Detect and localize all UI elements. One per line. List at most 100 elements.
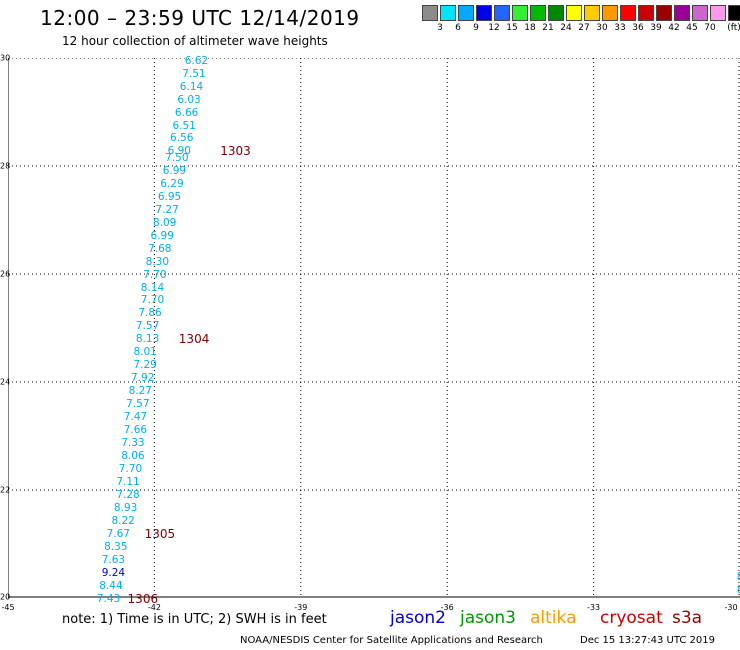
- color-swatch: [512, 5, 528, 21]
- wave-height-value: 7.70: [143, 268, 167, 281]
- color-swatch: [638, 5, 654, 21]
- color-scale-label: 27: [578, 23, 590, 33]
- wave-height-value: 8.30: [145, 255, 170, 268]
- latitude-tick-label: 28: [0, 161, 11, 171]
- longitude-tick-label: -42: [147, 603, 161, 612]
- legend-jason2: jason2: [390, 608, 446, 628]
- color-scale-label: 24: [560, 23, 572, 33]
- color-scale-label: (ft): [727, 23, 740, 33]
- wave-height-value: 7.33: [121, 436, 145, 449]
- wave-height-value: 6.90: [167, 145, 191, 158]
- color-scale-label: 18: [524, 23, 536, 33]
- latitude-tick-label: 26: [0, 269, 11, 279]
- wave-height-value: 8.09: [152, 216, 177, 229]
- legend-s3a: s3a: [672, 608, 703, 628]
- color-swatch: [494, 5, 510, 21]
- latitude-tick-label: 24: [0, 377, 11, 387]
- chart-title: 12:00 – 23:59 UTC 12/14/2019: [40, 6, 360, 30]
- wave-height-value: 7.92: [131, 371, 155, 384]
- color-scale-label: 70: [704, 23, 716, 33]
- wave-height-value: 7.66: [123, 423, 148, 436]
- map-grid: [8, 58, 740, 598]
- wave-height-value: 7.29: [133, 359, 157, 371]
- wave-height-value: 7.70: [118, 462, 143, 475]
- color-swatch: [458, 5, 474, 21]
- color-swatch: [422, 5, 438, 21]
- longitude-tick-label: -33: [587, 603, 601, 612]
- color-scale-label: 12: [488, 23, 500, 33]
- wave-height-value: 7.47: [123, 410, 148, 423]
- wave-height-value: 6.29: [160, 177, 184, 190]
- color-scale-label: 3: [437, 23, 443, 33]
- wave-height-value: 9.24: [101, 566, 126, 579]
- legend-cryosat: cryosat: [600, 608, 663, 628]
- wave-height-value: 7.57: [126, 397, 150, 410]
- color-swatch: [584, 5, 600, 21]
- latitude-tick-label: 30: [0, 53, 11, 63]
- wave-height-value: 8.35: [104, 540, 128, 553]
- wave-height-value: 7.63: [101, 553, 126, 566]
- wave-height-value: 8.01: [133, 346, 157, 359]
- color-scale-label: 30: [596, 23, 608, 33]
- wave-height-value: 7.51: [182, 67, 206, 80]
- wave-height-value: 8.06: [121, 449, 145, 462]
- wave-height-value: 6.14: [179, 80, 204, 93]
- longitude-tick-label: -30: [724, 603, 738, 612]
- color-swatch: [728, 5, 740, 21]
- color-swatch: [566, 5, 582, 21]
- latitude-tick-label: 20: [0, 592, 11, 602]
- wave-height-value: 7.86: [138, 307, 162, 320]
- wave-height-value: 6.66: [174, 106, 199, 119]
- color-swatch: [656, 5, 672, 21]
- pass-time-label: 1303: [220, 144, 251, 159]
- longitude-tick-label: -36: [440, 603, 454, 612]
- wave-height-value: 6.99: [150, 229, 174, 242]
- latitude-tick-label: 22: [0, 485, 11, 495]
- legend-jason3: jason3: [460, 608, 516, 628]
- wave-height-value: 7.68: [148, 242, 172, 255]
- color-scale-label: 6: [455, 23, 461, 33]
- wave-height-value: 8.93: [113, 501, 138, 514]
- pass-time-label: 1306: [127, 591, 159, 606]
- wave-height-value: 8.27: [128, 384, 152, 397]
- color-scale-bar: [422, 5, 740, 21]
- wave-height-value: 7.57: [135, 320, 160, 333]
- chart-subtitle: 12 hour collection of altimeter wave hei…: [62, 34, 328, 48]
- wave-height-value: 8.44: [99, 579, 123, 592]
- color-scale-label: 33: [614, 23, 626, 33]
- footer-timestamp: Dec 15 13:27:43 UTC 2019: [580, 635, 715, 646]
- wave-height-value: 6.56: [170, 132, 194, 145]
- wave-height-value: 6.03: [177, 93, 201, 106]
- footer-credit: NOAA/NESDIS Center for Satellite Applica…: [240, 635, 543, 646]
- color-swatch: [548, 5, 564, 21]
- wave-height-value: 7.11: [116, 475, 140, 488]
- pass-time-label: 1305: [144, 526, 176, 541]
- wave-height-value: 7.67: [106, 527, 130, 540]
- color-scale-label: 39: [650, 23, 662, 33]
- color-scale-label: 21: [542, 23, 554, 33]
- wave-height-value: 6.51: [172, 119, 196, 132]
- color-swatch: [710, 5, 726, 21]
- color-swatch: [692, 5, 708, 21]
- color-swatch: [602, 5, 618, 21]
- wave-height-value: 8: [737, 572, 740, 583]
- wave-height-value: 6.95: [157, 190, 182, 203]
- color-scale-label: 45: [686, 23, 698, 33]
- wave-height-value: 8.14: [140, 281, 165, 294]
- wave-height-value: 6.62: [184, 54, 209, 67]
- color-scale-labels: 3 6 9 12 15 18 21 24 27 30 33 36 39 42 45 70 (ft): [422, 23, 740, 35]
- color-swatch: [674, 5, 690, 21]
- wave-height-value: 7.27: [155, 203, 179, 216]
- wave-height-value: 7.70: [140, 294, 165, 307]
- color-scale-label: 42: [668, 23, 680, 33]
- wave-height-value: 7.28: [116, 488, 140, 501]
- longitude-tick-label: -45: [1, 603, 15, 612]
- wave-height-value: 8: [737, 585, 740, 596]
- wave-height-value: 7.43: [96, 592, 121, 605]
- color-swatch: [620, 5, 636, 21]
- color-scale-label: 15: [506, 23, 518, 33]
- wave-height-value: 7.50: [165, 151, 189, 164]
- color-swatch: [530, 5, 546, 21]
- pass-time-label: 1304: [178, 332, 210, 347]
- units-note: note: 1) Time is in UTC; 2) SWH is in fe…: [62, 612, 327, 627]
